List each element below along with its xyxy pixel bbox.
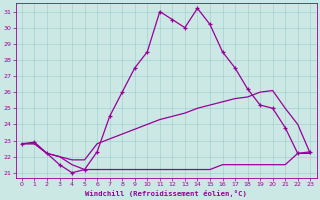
- X-axis label: Windchill (Refroidissement éolien,°C): Windchill (Refroidissement éolien,°C): [85, 190, 247, 197]
